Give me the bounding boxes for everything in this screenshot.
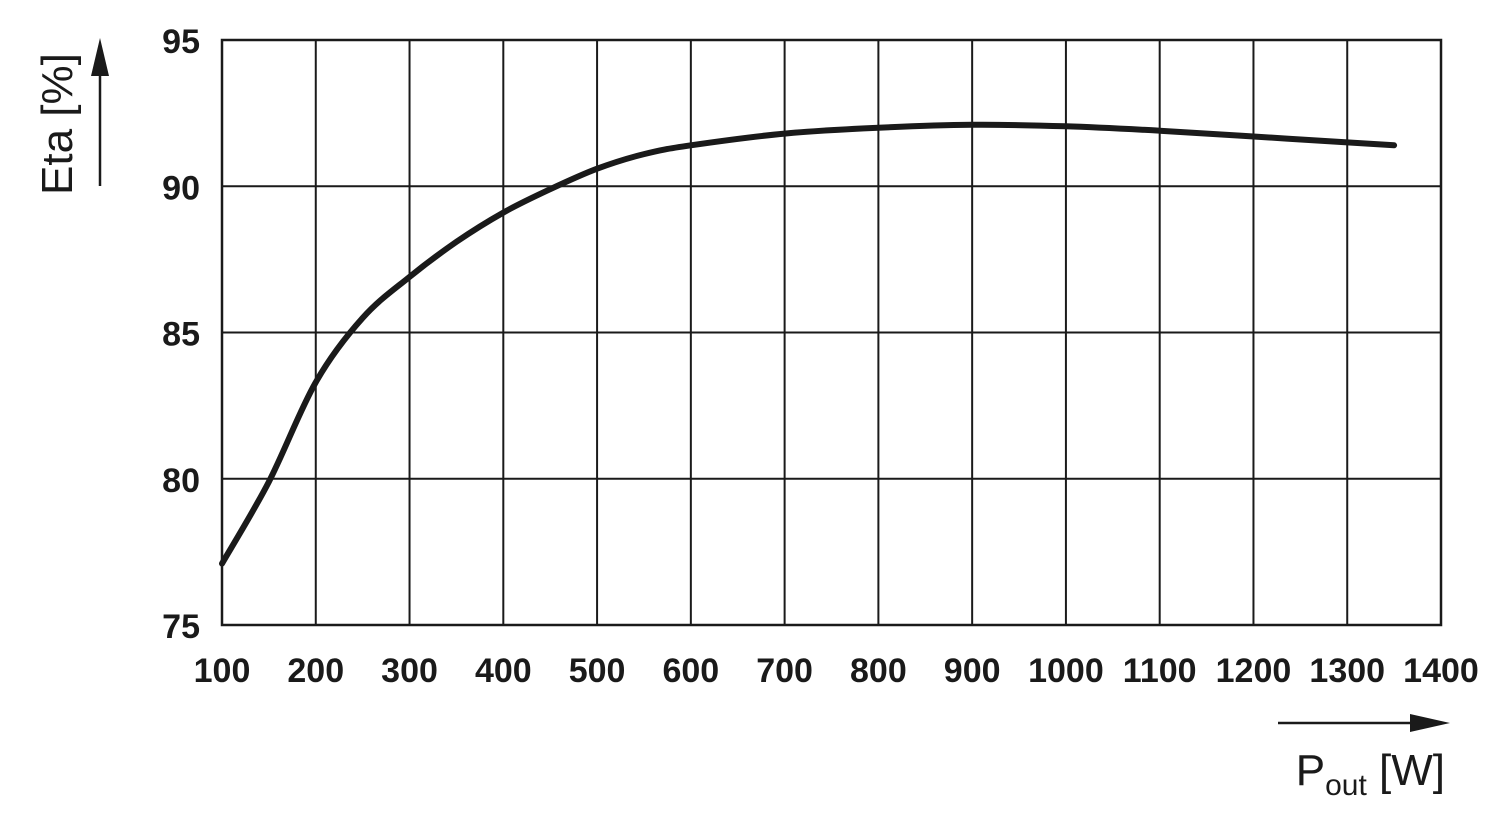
- x-tick-label: 1400: [1403, 652, 1479, 690]
- x-tick-label: 1200: [1216, 652, 1292, 690]
- y-axis-title: Eta [%]: [33, 53, 82, 195]
- x-tick-label: 1300: [1309, 652, 1385, 690]
- y-tick-labels: 75 80 85 90 95: [162, 23, 200, 646]
- y-axis-arrow: [91, 38, 109, 186]
- y-tick-label: 75: [162, 608, 200, 646]
- y-tick-label: 95: [162, 23, 200, 61]
- y-tick-label: 85: [162, 316, 200, 354]
- x-tick-label: 600: [662, 652, 719, 690]
- x-tick-label: 500: [569, 652, 626, 690]
- y-tick-label: 90: [162, 169, 200, 207]
- x-axis-title-main: P: [1296, 746, 1325, 795]
- x-tick-label: 100: [194, 652, 251, 690]
- x-axis-title-unit: [W]: [1367, 746, 1445, 795]
- y-tick-label: 80: [162, 462, 200, 500]
- efficiency-curve: [219, 121, 1398, 567]
- plot-frame: [220, 38, 1443, 627]
- x-tick-label: 400: [475, 652, 532, 690]
- x-tick-labels: 100 200 300 400 500 600 700 800 900 1000 1100 1200 1…: [194, 652, 1479, 690]
- x-tick-label: 1100: [1123, 652, 1197, 690]
- x-axis-title: Pout [W]: [1296, 746, 1445, 802]
- x-axis-arrow: [1278, 714, 1450, 732]
- x-tick-label: 800: [850, 652, 907, 690]
- x-tick-label: 300: [381, 652, 438, 690]
- x-tick-label: 1000: [1028, 652, 1104, 690]
- x-tick-label: 900: [944, 652, 1001, 690]
- x-tick-label: 200: [287, 652, 344, 690]
- x-tick-label: 700: [756, 652, 813, 690]
- x-axis-title-sub: out: [1325, 769, 1367, 802]
